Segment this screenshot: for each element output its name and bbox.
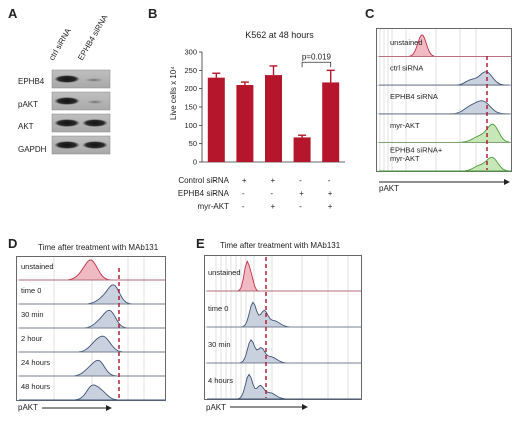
histogram-frame: [16, 256, 166, 401]
bar: [236, 85, 254, 162]
histogram-row-label: myr-AKT: [390, 121, 420, 130]
panel-e-title: Time after treatment with MAb131: [220, 241, 341, 250]
chart-title: K562 at 48 hours: [245, 30, 314, 40]
y-tick-label: 50: [189, 139, 197, 148]
significance-bracket: [301, 61, 332, 68]
condition-sign: -: [299, 202, 302, 211]
panel-a-label: A: [8, 6, 18, 21]
histogram-row-label: myr-AKT: [390, 154, 420, 163]
bar: [207, 77, 225, 162]
panel-e-xlabel: pAKT: [206, 403, 227, 412]
bar: [322, 82, 340, 162]
y-tick-label: 200: [184, 84, 197, 93]
histogram-row-label: 30 min: [208, 340, 231, 349]
y-tick-label: 100: [184, 121, 197, 130]
histogram-row-label: unstained: [390, 38, 423, 47]
panel-c-xlabel: pAKT: [379, 184, 400, 193]
pakt-arrow-head: [106, 405, 112, 411]
western-blot-image: [51, 69, 111, 155]
p-value-annotation: p=0.019: [302, 52, 332, 61]
histogram-row-label: EPHB4 siRNA+: [390, 145, 443, 154]
y-tick-label: 250: [184, 66, 197, 75]
chart-ylabel: Live cells x 10⁴: [169, 66, 178, 120]
histogram-frame: [204, 255, 362, 400]
bar: [293, 137, 311, 162]
pakt-arrow-head: [504, 179, 510, 185]
condition-sign: -: [241, 202, 245, 211]
histogram-row-label: time 0: [208, 304, 228, 313]
condition-sign: +: [270, 202, 276, 211]
panel-d-title: Time after treatment with MAb131: [38, 243, 159, 252]
blot-col-ctrl: ctrl siRNA: [47, 26, 73, 62]
condition-sign: +: [327, 202, 333, 211]
flow-histogram-e: unstained time 0 30 min 4 hours: [204, 255, 362, 410]
blot-label-gapdh: GAPDH: [18, 145, 47, 154]
histogram-row-label: 4 hours: [208, 376, 233, 385]
bar: [265, 75, 282, 162]
histogram-row-label: 24 hours: [21, 358, 50, 367]
blot-label-pakt: pAKT: [18, 100, 39, 109]
condition-sign: -: [241, 189, 245, 198]
blot-label-ephb4: EPHB4: [18, 77, 45, 86]
histogram-row-label: time 0: [21, 286, 41, 295]
pakt-arrow-head: [302, 404, 308, 410]
panel-e-label: E: [196, 236, 205, 251]
panel-d-label: D: [8, 236, 18, 251]
flow-histogram-d: unstained time 0 30 min 2 hour 24 hours 48 ho…: [16, 256, 166, 411]
histogram-row-label: 2 hour: [21, 334, 43, 343]
condition-sign: -: [213, 202, 216, 211]
y-tick-label: 0: [193, 158, 197, 167]
condition-label-control: Control siRNA: [178, 176, 229, 185]
histogram-row-label: EPHB4 siRNA: [390, 92, 438, 101]
panel-c-label: C: [365, 6, 375, 21]
panel-b-label: B: [148, 6, 158, 21]
condition-label-ephb4: EPHB4 siRNA: [177, 189, 229, 198]
blot-label-akt: AKT: [18, 122, 34, 131]
y-tick-label: 300: [184, 48, 197, 57]
histogram-row-label: ctrl siRNA: [390, 64, 423, 73]
histogram-row-label: 48 hours: [21, 382, 50, 391]
condition-sign: -: [327, 176, 331, 185]
panel-d-xlabel: pAKT: [18, 403, 39, 412]
condition-sign: +: [327, 189, 333, 198]
histogram-row-label: unstained: [21, 262, 54, 271]
histogram-frame: [376, 28, 512, 172]
condition-sign: +: [270, 176, 276, 185]
condition-label-myrakt: myr-AKT: [197, 202, 229, 211]
condition-sign: -: [213, 176, 216, 185]
condition-sign: -: [270, 189, 274, 198]
bar-chart: 0 50 100 150 200 250 300 p=0.019: [184, 48, 345, 167]
y-tick-label: 150: [184, 103, 197, 112]
histogram-row-label: unstained: [208, 268, 241, 277]
histogram-row-label: 30 min: [21, 310, 44, 319]
blot-col-ephb4: EPHB4 siRNA: [76, 13, 110, 63]
condition-sign: +: [299, 189, 304, 198]
condition-sign: -: [213, 189, 216, 198]
condition-sign: -: [299, 176, 302, 185]
condition-sign: +: [241, 176, 247, 185]
